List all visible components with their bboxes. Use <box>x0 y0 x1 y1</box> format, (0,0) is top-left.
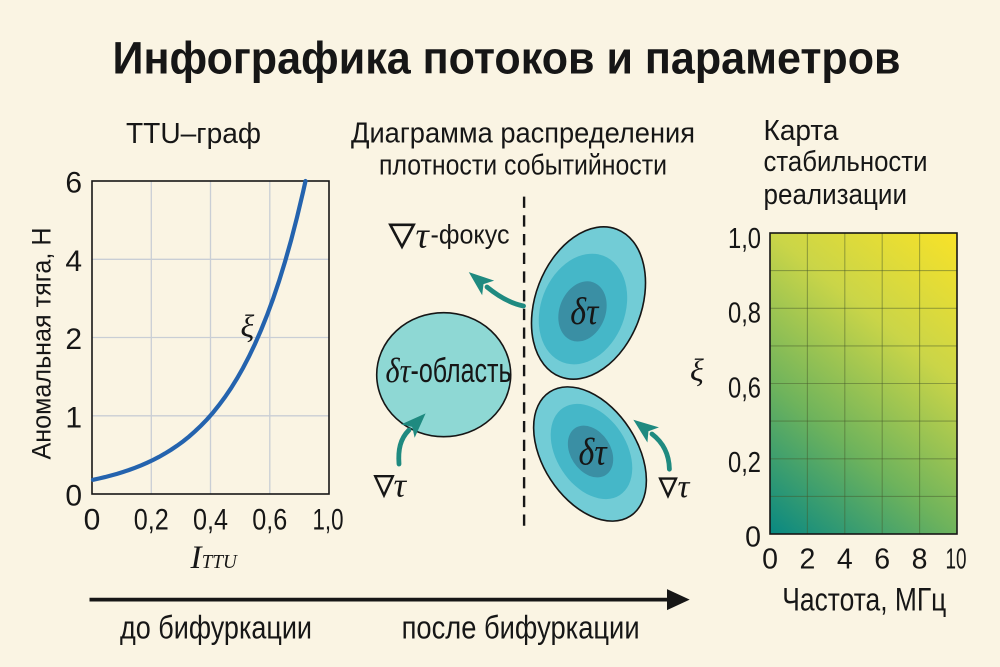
svg-text:ξ: ξ <box>690 352 704 388</box>
svg-text:10: 10 <box>946 544 967 576</box>
svg-text:0: 0 <box>84 504 101 537</box>
svg-text:8: 8 <box>912 544 928 576</box>
svg-text:1,0: 1,0 <box>313 504 344 537</box>
svg-text:0,8: 0,8 <box>728 298 761 330</box>
svg-text:4: 4 <box>837 544 853 576</box>
svg-text:δτ: δτ <box>570 291 599 333</box>
svg-text:δτ-область: δτ-область <box>386 351 512 390</box>
svg-text:1: 1 <box>65 401 82 434</box>
svg-text:0,6: 0,6 <box>252 504 287 537</box>
svg-text:Частота, МГц: Частота, МГц <box>782 582 946 618</box>
svg-text:до бифуркации: до бифуркации <box>120 610 312 646</box>
svg-text:Диаграмма распределения: Диаграмма распределения <box>351 117 695 149</box>
svg-text:плотности событийности: плотности событийности <box>379 149 667 181</box>
svg-text:0,6: 0,6 <box>728 372 761 404</box>
svg-text:Аномальная тяга, Н: Аномальная тяга, Н <box>27 228 57 460</box>
svg-text:0,2: 0,2 <box>134 504 169 537</box>
svg-text:0: 0 <box>762 544 778 576</box>
svg-text:1,0: 1,0 <box>728 223 761 255</box>
svg-text:τ: τ <box>394 466 408 505</box>
svg-text:0: 0 <box>65 480 82 513</box>
svg-text:-фокус: -фокус <box>431 220 510 250</box>
svg-text:TTU: TTU <box>202 551 238 573</box>
svg-text:6: 6 <box>874 544 890 576</box>
svg-text:0: 0 <box>745 522 761 554</box>
svg-text:2: 2 <box>799 544 815 576</box>
svg-text:стабильности: стабильности <box>764 146 928 178</box>
svg-text:Карта: Карта <box>764 115 840 147</box>
svg-text:I: I <box>190 540 204 576</box>
svg-text:TTU–граф: TTU–граф <box>126 118 261 150</box>
svg-text:6: 6 <box>65 167 82 200</box>
svg-text:Инфографика потоков и параметр: Инфографика потоков и параметров <box>113 33 901 84</box>
svg-text:τ: τ <box>678 469 691 505</box>
svg-text:4: 4 <box>65 245 82 278</box>
svg-text:2: 2 <box>65 323 82 356</box>
svg-text:τ: τ <box>416 216 431 257</box>
svg-text:реализации: реализации <box>764 179 908 211</box>
svg-text:0,2: 0,2 <box>728 447 761 479</box>
svg-text:ξ: ξ <box>241 308 255 344</box>
svg-text:δτ: δτ <box>579 432 608 474</box>
svg-text:0,4: 0,4 <box>193 504 228 537</box>
svg-text:после бифуркации: после бифуркации <box>402 610 640 646</box>
